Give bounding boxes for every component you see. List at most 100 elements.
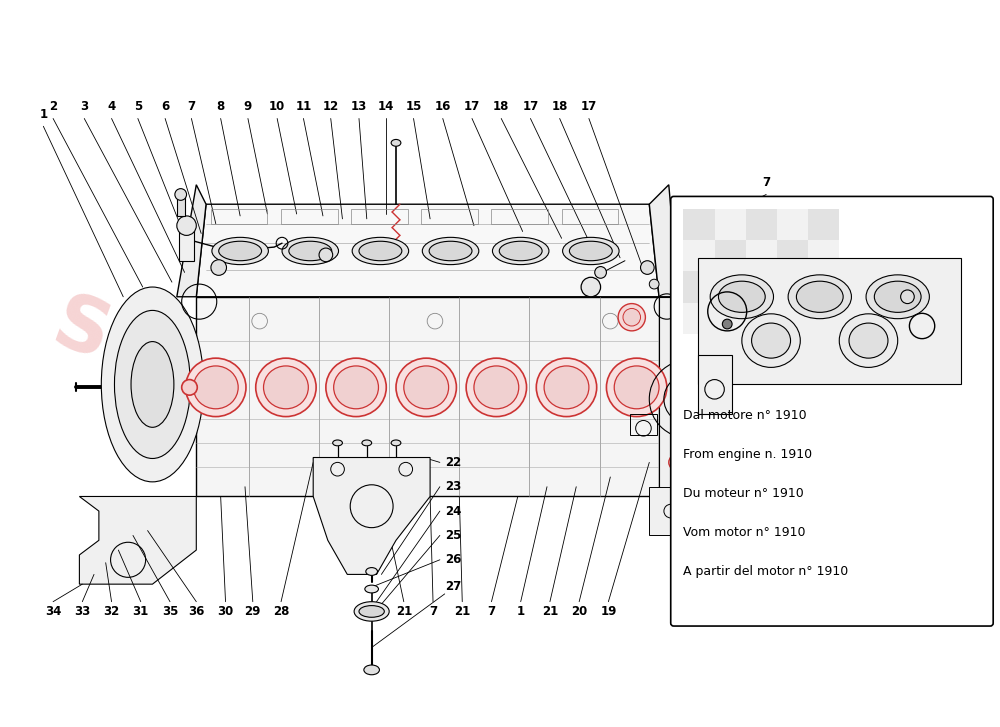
Text: 27: 27 — [445, 579, 461, 593]
Ellipse shape — [796, 281, 843, 313]
Text: Du moteur n° 1910: Du moteur n° 1910 — [683, 487, 804, 499]
Bar — [725, 339, 760, 374]
Text: 33: 33 — [74, 605, 90, 618]
Bar — [655, 374, 690, 409]
Bar — [620, 374, 655, 409]
Ellipse shape — [219, 241, 262, 261]
Ellipse shape — [354, 602, 389, 621]
Bar — [808, 240, 839, 271]
Bar — [777, 271, 808, 302]
Ellipse shape — [364, 665, 379, 675]
Polygon shape — [649, 185, 679, 297]
Ellipse shape — [289, 241, 332, 261]
Circle shape — [211, 260, 226, 276]
Ellipse shape — [101, 287, 204, 482]
Text: 7: 7 — [429, 605, 437, 618]
Bar — [659, 297, 717, 497]
Bar — [777, 302, 808, 334]
Text: 24: 24 — [445, 505, 461, 518]
Ellipse shape — [536, 358, 597, 417]
Ellipse shape — [742, 314, 800, 367]
Circle shape — [722, 319, 732, 329]
Bar — [562, 209, 618, 224]
Bar — [177, 195, 185, 216]
Bar — [421, 209, 478, 224]
Bar — [808, 209, 839, 240]
Text: 21: 21 — [396, 605, 412, 618]
Text: 26: 26 — [445, 553, 461, 566]
Ellipse shape — [544, 366, 589, 409]
Text: 15: 15 — [405, 100, 422, 113]
Ellipse shape — [114, 310, 190, 459]
Ellipse shape — [282, 237, 339, 265]
Bar — [655, 268, 690, 304]
Text: 37: 37 — [728, 232, 746, 245]
Text: 21: 21 — [454, 605, 470, 618]
Ellipse shape — [492, 237, 549, 265]
Bar — [690, 374, 725, 409]
Bar — [211, 209, 267, 224]
Ellipse shape — [718, 281, 765, 313]
Ellipse shape — [422, 237, 479, 265]
Text: 6: 6 — [161, 100, 169, 113]
Bar — [715, 240, 746, 271]
Text: 14: 14 — [378, 100, 394, 113]
Text: 30: 30 — [217, 605, 234, 618]
Bar — [683, 240, 715, 271]
Text: A: A — [265, 422, 312, 474]
Text: 1: 1 — [517, 605, 525, 618]
Text: 4: 4 — [107, 100, 116, 113]
Bar — [808, 302, 839, 334]
Ellipse shape — [614, 366, 659, 409]
Ellipse shape — [334, 366, 378, 409]
Text: 3: 3 — [80, 100, 88, 113]
Ellipse shape — [366, 568, 377, 575]
Bar — [777, 209, 808, 240]
Bar — [690, 233, 725, 268]
Text: 8: 8 — [217, 100, 225, 113]
Bar — [281, 209, 338, 224]
Text: 20: 20 — [571, 605, 587, 618]
Bar — [715, 209, 746, 240]
Circle shape — [901, 290, 914, 304]
Bar — [351, 209, 408, 224]
Ellipse shape — [212, 237, 268, 265]
Text: 5: 5 — [134, 100, 142, 113]
Text: 34: 34 — [45, 605, 61, 618]
Text: 35: 35 — [162, 605, 178, 618]
Bar — [620, 339, 655, 374]
Text: 25: 25 — [445, 529, 461, 542]
Ellipse shape — [359, 606, 384, 617]
Bar — [715, 271, 746, 302]
Bar — [655, 339, 690, 374]
Text: 10: 10 — [269, 100, 285, 113]
Circle shape — [623, 308, 641, 326]
Bar — [620, 268, 655, 304]
Bar — [655, 304, 690, 339]
Text: 9: 9 — [244, 100, 252, 113]
Ellipse shape — [256, 358, 316, 417]
Ellipse shape — [359, 241, 402, 261]
Text: 13: 13 — [351, 100, 367, 113]
Bar — [760, 374, 795, 409]
Ellipse shape — [563, 237, 619, 265]
Bar — [491, 209, 548, 224]
Text: 21: 21 — [542, 605, 558, 618]
Ellipse shape — [326, 358, 386, 417]
Ellipse shape — [569, 241, 612, 261]
Bar — [649, 487, 722, 536]
Ellipse shape — [788, 275, 851, 318]
Bar — [725, 304, 760, 339]
Ellipse shape — [499, 241, 542, 261]
Bar — [179, 225, 194, 261]
Circle shape — [649, 279, 659, 289]
Ellipse shape — [264, 366, 308, 409]
Text: 17: 17 — [464, 100, 480, 113]
Text: 38: 38 — [791, 232, 810, 245]
Bar — [655, 233, 690, 268]
Bar — [715, 302, 746, 334]
Ellipse shape — [396, 358, 456, 417]
Text: 11: 11 — [295, 100, 312, 113]
Bar — [746, 209, 777, 240]
Bar — [808, 271, 839, 302]
